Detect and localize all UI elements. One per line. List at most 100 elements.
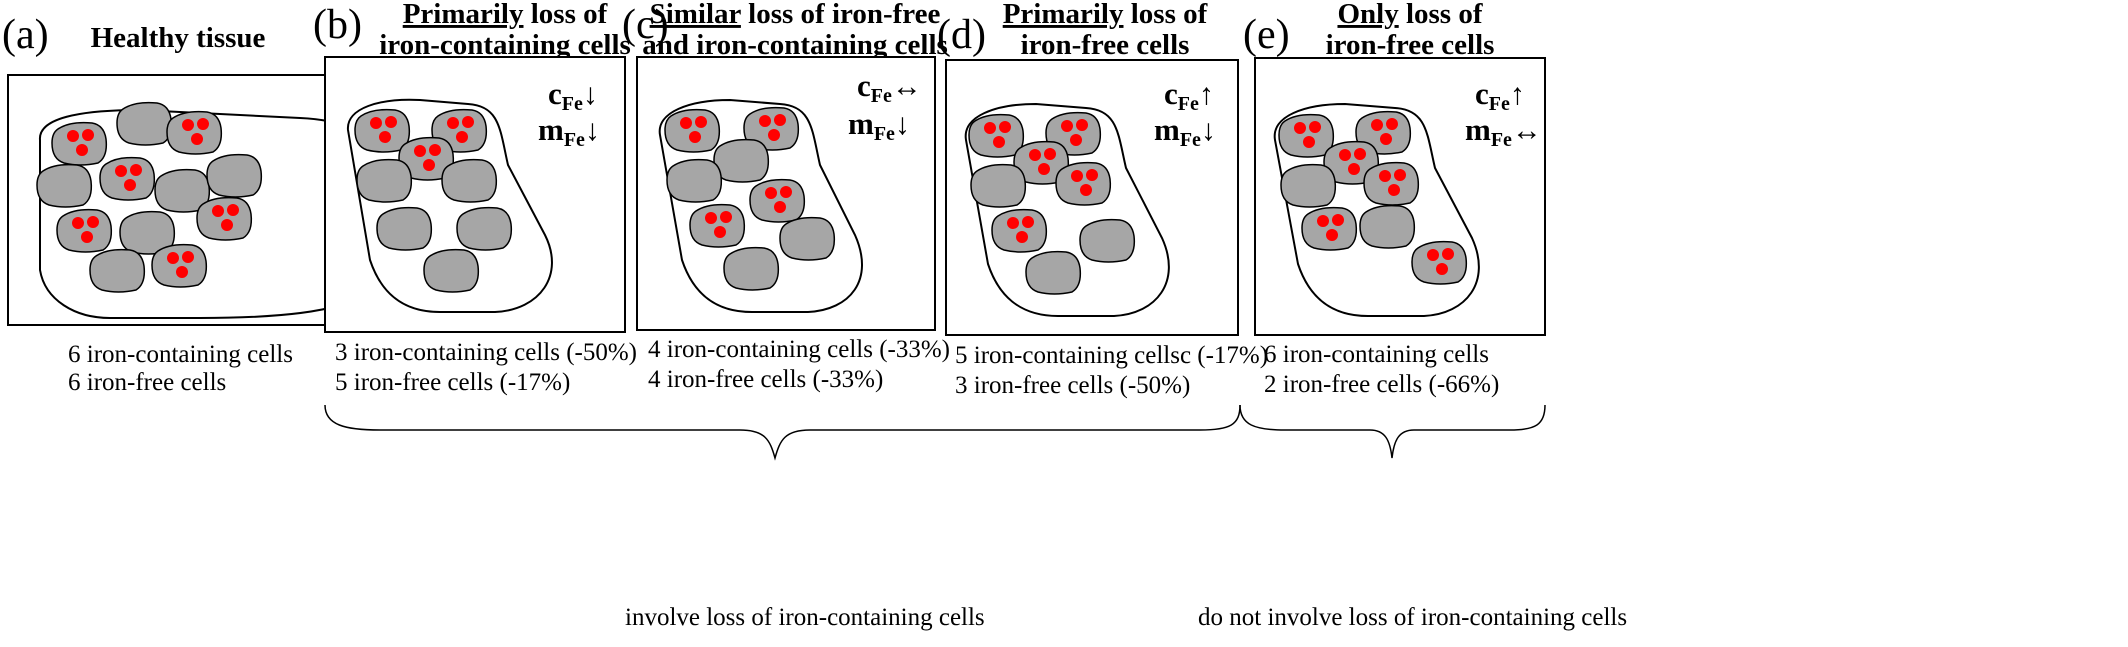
iron-dot bbox=[197, 118, 209, 130]
iron-free-cell bbox=[356, 158, 413, 203]
iron-dot bbox=[67, 130, 79, 142]
caption-iron-containing: 6 iron-containing cells bbox=[68, 341, 293, 368]
panel-d: (d) Primarily loss of iron-free cells cF… bbox=[937, 0, 1268, 399]
iron-dot bbox=[1317, 215, 1329, 227]
iron-dot bbox=[1038, 163, 1050, 175]
panel-title: Healthy tissue bbox=[91, 22, 266, 54]
iron-dot bbox=[765, 187, 777, 199]
caption-iron-free: 5 iron-free cells (-17%) bbox=[335, 369, 570, 396]
indicator: cFe↑ mFe↓ bbox=[1154, 76, 1216, 151]
cell-body bbox=[723, 246, 780, 291]
iron-dot bbox=[689, 131, 701, 143]
panel-title-line2: and iron-containing cells bbox=[642, 29, 948, 61]
iron-free-cell bbox=[456, 206, 513, 251]
iron-dot bbox=[115, 165, 127, 177]
iron-dot bbox=[414, 145, 426, 157]
c-fe-arrow: ↔ bbox=[892, 70, 922, 103]
iron-dot bbox=[1070, 134, 1082, 146]
m-fe-indicator: mFe↓ bbox=[1154, 112, 1216, 151]
cell-body bbox=[1301, 206, 1358, 251]
panel-letter: (c) bbox=[622, 2, 669, 48]
cell-body bbox=[356, 158, 413, 203]
iron-dot bbox=[82, 129, 94, 141]
c-fe-indicator: cFe↔ bbox=[857, 68, 922, 107]
iron-dot bbox=[1044, 148, 1056, 160]
cell-body bbox=[968, 113, 1025, 158]
cell-body bbox=[779, 216, 836, 261]
iron-containing-cell bbox=[1055, 161, 1112, 206]
iron-free-cell bbox=[441, 158, 498, 203]
iron-dot bbox=[768, 129, 780, 141]
iron-free-cell bbox=[1280, 163, 1337, 208]
cell-body bbox=[1363, 161, 1420, 206]
cell-group bbox=[1278, 110, 1468, 285]
iron-dot bbox=[1071, 170, 1083, 182]
iron-containing-cell bbox=[991, 208, 1048, 253]
iron-dot bbox=[1427, 249, 1439, 261]
iron-dot bbox=[695, 116, 707, 128]
cell-body bbox=[1280, 163, 1337, 208]
iron-free-cell bbox=[1079, 218, 1136, 263]
m-fe-arrow: ↔ bbox=[1512, 114, 1542, 147]
iron-dot bbox=[72, 217, 84, 229]
iron-free-cell bbox=[116, 101, 173, 146]
iron-dot bbox=[705, 212, 717, 224]
cell-body bbox=[749, 178, 806, 223]
iron-dot bbox=[714, 226, 726, 238]
iron-free-cell bbox=[423, 248, 480, 293]
caption-iron-free: 3 iron-free cells (-50%) bbox=[955, 372, 1190, 399]
cell-body bbox=[196, 196, 253, 241]
cell-group bbox=[36, 101, 263, 293]
brace-label-involve: involve loss of iron-containing cells bbox=[625, 604, 985, 631]
iron-free-cell bbox=[666, 158, 723, 203]
c-fe-arrow: ↑ bbox=[1510, 78, 1525, 111]
cell-group bbox=[968, 111, 1136, 295]
m-fe-arrow: ↓ bbox=[585, 114, 600, 147]
iron-dot bbox=[1029, 149, 1041, 161]
cell-body bbox=[151, 243, 208, 288]
iron-containing-cell bbox=[151, 243, 208, 288]
iron-dot bbox=[1294, 122, 1306, 134]
iron-free-cell bbox=[723, 246, 780, 291]
iron-dot bbox=[462, 116, 474, 128]
iron-dot bbox=[182, 119, 194, 131]
iron-dot bbox=[1022, 216, 1034, 228]
c-fe-indicator: cFe↑ bbox=[1475, 76, 1525, 115]
iron-dot bbox=[81, 231, 93, 243]
iron-dot bbox=[774, 201, 786, 213]
iron-containing-cell bbox=[968, 113, 1025, 158]
cell-body bbox=[89, 248, 146, 293]
iron-dot bbox=[680, 117, 692, 129]
cell-body bbox=[456, 206, 513, 251]
iron-dot bbox=[1380, 133, 1392, 145]
iron-containing-cell bbox=[354, 108, 411, 153]
iron-dot bbox=[720, 211, 732, 223]
c-fe-arrow: ↑ bbox=[1199, 78, 1214, 111]
cell-body bbox=[970, 163, 1027, 208]
panel-letter: (a) bbox=[2, 12, 49, 58]
iron-containing-cell bbox=[166, 110, 223, 155]
cell-body bbox=[51, 121, 108, 166]
cell-body bbox=[1359, 204, 1416, 249]
indicator: cFe↑ mFe↔ bbox=[1465, 76, 1542, 151]
panel-title: Primarily loss of bbox=[403, 0, 608, 30]
cell-group bbox=[664, 106, 836, 291]
cell-group bbox=[354, 108, 513, 293]
cell-body bbox=[166, 110, 223, 155]
panel-title-line2: iron-free cells bbox=[1326, 29, 1495, 61]
iron-dot bbox=[993, 136, 1005, 148]
indicator: cFe↔ mFe↓ bbox=[848, 68, 922, 145]
c-fe-indicator: cFe↓ bbox=[548, 76, 598, 115]
iron-dot bbox=[191, 133, 203, 145]
m-fe-indicator: mFe↓ bbox=[538, 112, 600, 151]
iron-dot bbox=[1080, 184, 1092, 196]
iron-containing-cell bbox=[689, 203, 746, 248]
iron-dot bbox=[124, 179, 136, 191]
iron-dot bbox=[1354, 148, 1366, 160]
cell-body bbox=[664, 108, 721, 153]
cell-body bbox=[1411, 240, 1468, 285]
iron-dot bbox=[999, 121, 1011, 133]
iron-free-cell bbox=[713, 138, 770, 183]
cell-body bbox=[206, 153, 263, 198]
iron-dot bbox=[130, 164, 142, 176]
